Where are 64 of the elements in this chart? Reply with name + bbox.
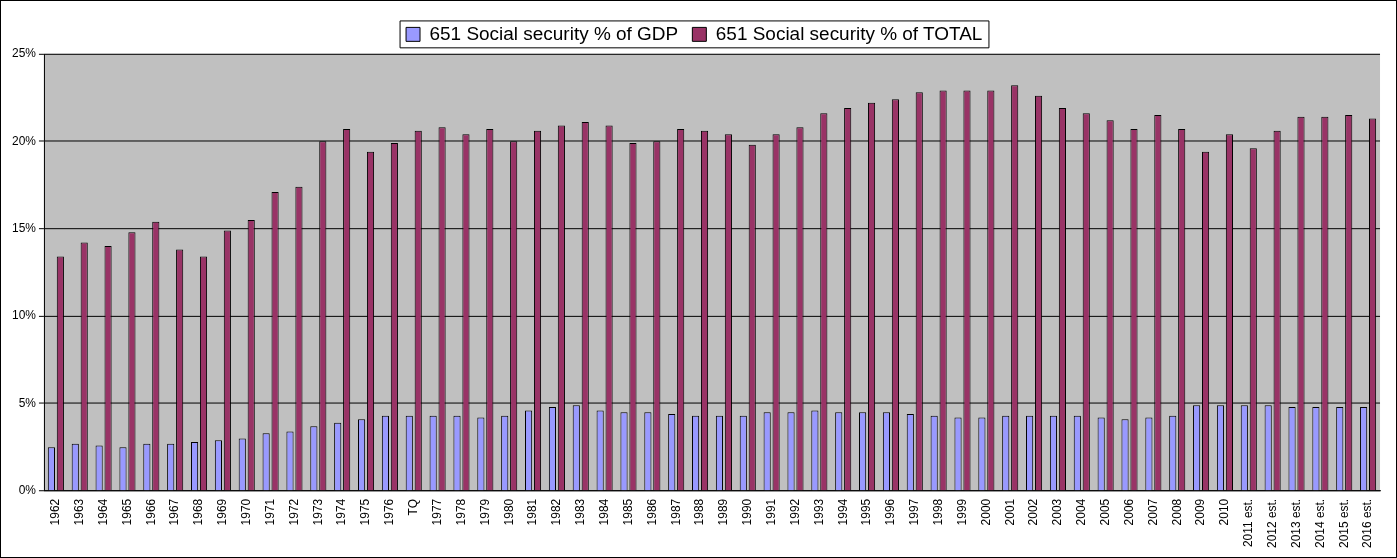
x-tick-label: 1973 bbox=[310, 498, 325, 526]
x-tick-label: 1963 bbox=[72, 498, 87, 526]
x-tick-label: 1974 bbox=[334, 498, 349, 526]
x-tick-label: 1991 bbox=[763, 498, 778, 526]
y-tick-label: 5% bbox=[18, 395, 37, 410]
x-tick-label: 1972 bbox=[286, 498, 301, 526]
x-tick-label: 1983 bbox=[573, 498, 588, 526]
x-tick-label: 2001 bbox=[1002, 498, 1017, 526]
y-tick-label: 25% bbox=[12, 46, 37, 61]
x-tick-label: 1988 bbox=[692, 498, 707, 526]
x-tick-label: 1975 bbox=[358, 498, 373, 526]
x-tick-label: 1987 bbox=[668, 498, 683, 526]
x-tick-label: 1966 bbox=[143, 498, 158, 526]
y-tick-label: 0% bbox=[18, 483, 37, 498]
x-tick-label: 1985 bbox=[620, 498, 635, 526]
x-tick-label: 1986 bbox=[644, 498, 659, 526]
x-tick-label: 1971 bbox=[262, 498, 277, 526]
x-tick-label: 2010 bbox=[1217, 498, 1232, 526]
x-tick-label: 2009 bbox=[1193, 498, 1208, 526]
x-tick-label: 1990 bbox=[740, 498, 755, 526]
x-tick-label: 2005 bbox=[1097, 498, 1112, 526]
x-tick-label: 1981 bbox=[525, 498, 540, 526]
x-tick-label: 1984 bbox=[596, 498, 611, 526]
x-tick-label: 1962 bbox=[48, 498, 63, 526]
x-tick-label: 1992 bbox=[787, 498, 802, 526]
x-tick-label: 1999 bbox=[954, 498, 969, 526]
x-tick-label: 2006 bbox=[1121, 498, 1136, 526]
x-tick-label: 2007 bbox=[1145, 498, 1160, 526]
x-tick-label: 2012 est. bbox=[1264, 498, 1279, 548]
x-tick-label: 2000 bbox=[978, 498, 993, 526]
x-tick-label: 2016 est. bbox=[1360, 498, 1375, 548]
x-tick-label: 2008 bbox=[1169, 498, 1184, 526]
x-tick-label: 1982 bbox=[549, 498, 564, 526]
x-tick-label: 2003 bbox=[1050, 498, 1065, 526]
x-tick-label: 1994 bbox=[835, 498, 850, 526]
x-tick-label: 1979 bbox=[477, 498, 492, 526]
x-tick-label: 1965 bbox=[119, 498, 134, 526]
x-tick-label: 1968 bbox=[191, 498, 206, 526]
x-tick-label: 1977 bbox=[429, 498, 444, 526]
x-tick-label: 1997 bbox=[907, 498, 922, 526]
legend-label: 651 Social security % of TOTAL bbox=[715, 22, 983, 44]
x-tick-label: 1976 bbox=[382, 498, 397, 526]
x-tick-label: 2014 est. bbox=[1312, 498, 1327, 548]
x-tick-label: 2013 est. bbox=[1288, 498, 1303, 548]
y-tick-label: 10% bbox=[12, 308, 37, 323]
x-tick-label: 1993 bbox=[811, 498, 826, 526]
x-tick-label: 2004 bbox=[1074, 498, 1089, 526]
y-tick-label: 20% bbox=[12, 133, 37, 148]
x-tick-label: 1995 bbox=[859, 498, 874, 526]
x-tick-label: TQ bbox=[406, 498, 421, 516]
legend-label: 651 Social security % of GDP bbox=[429, 22, 679, 44]
x-tick-label: 2002 bbox=[1026, 498, 1041, 526]
x-tick-label: 2011 est. bbox=[1241, 498, 1256, 548]
x-tick-label: 1989 bbox=[716, 498, 731, 526]
y-tick-label: 15% bbox=[12, 220, 37, 235]
x-tick-label: 1964 bbox=[95, 498, 110, 526]
x-tick-label: 1996 bbox=[883, 498, 898, 526]
x-tick-label: 1967 bbox=[167, 498, 182, 526]
x-tick-label: 1978 bbox=[453, 498, 468, 526]
x-tick-label: 1969 bbox=[215, 498, 230, 526]
x-tick-label: 1980 bbox=[501, 498, 516, 526]
x-tick-label: 1998 bbox=[930, 498, 945, 526]
x-tick-label: 2015 est. bbox=[1336, 498, 1351, 548]
x-tick-label: 1970 bbox=[239, 498, 254, 526]
